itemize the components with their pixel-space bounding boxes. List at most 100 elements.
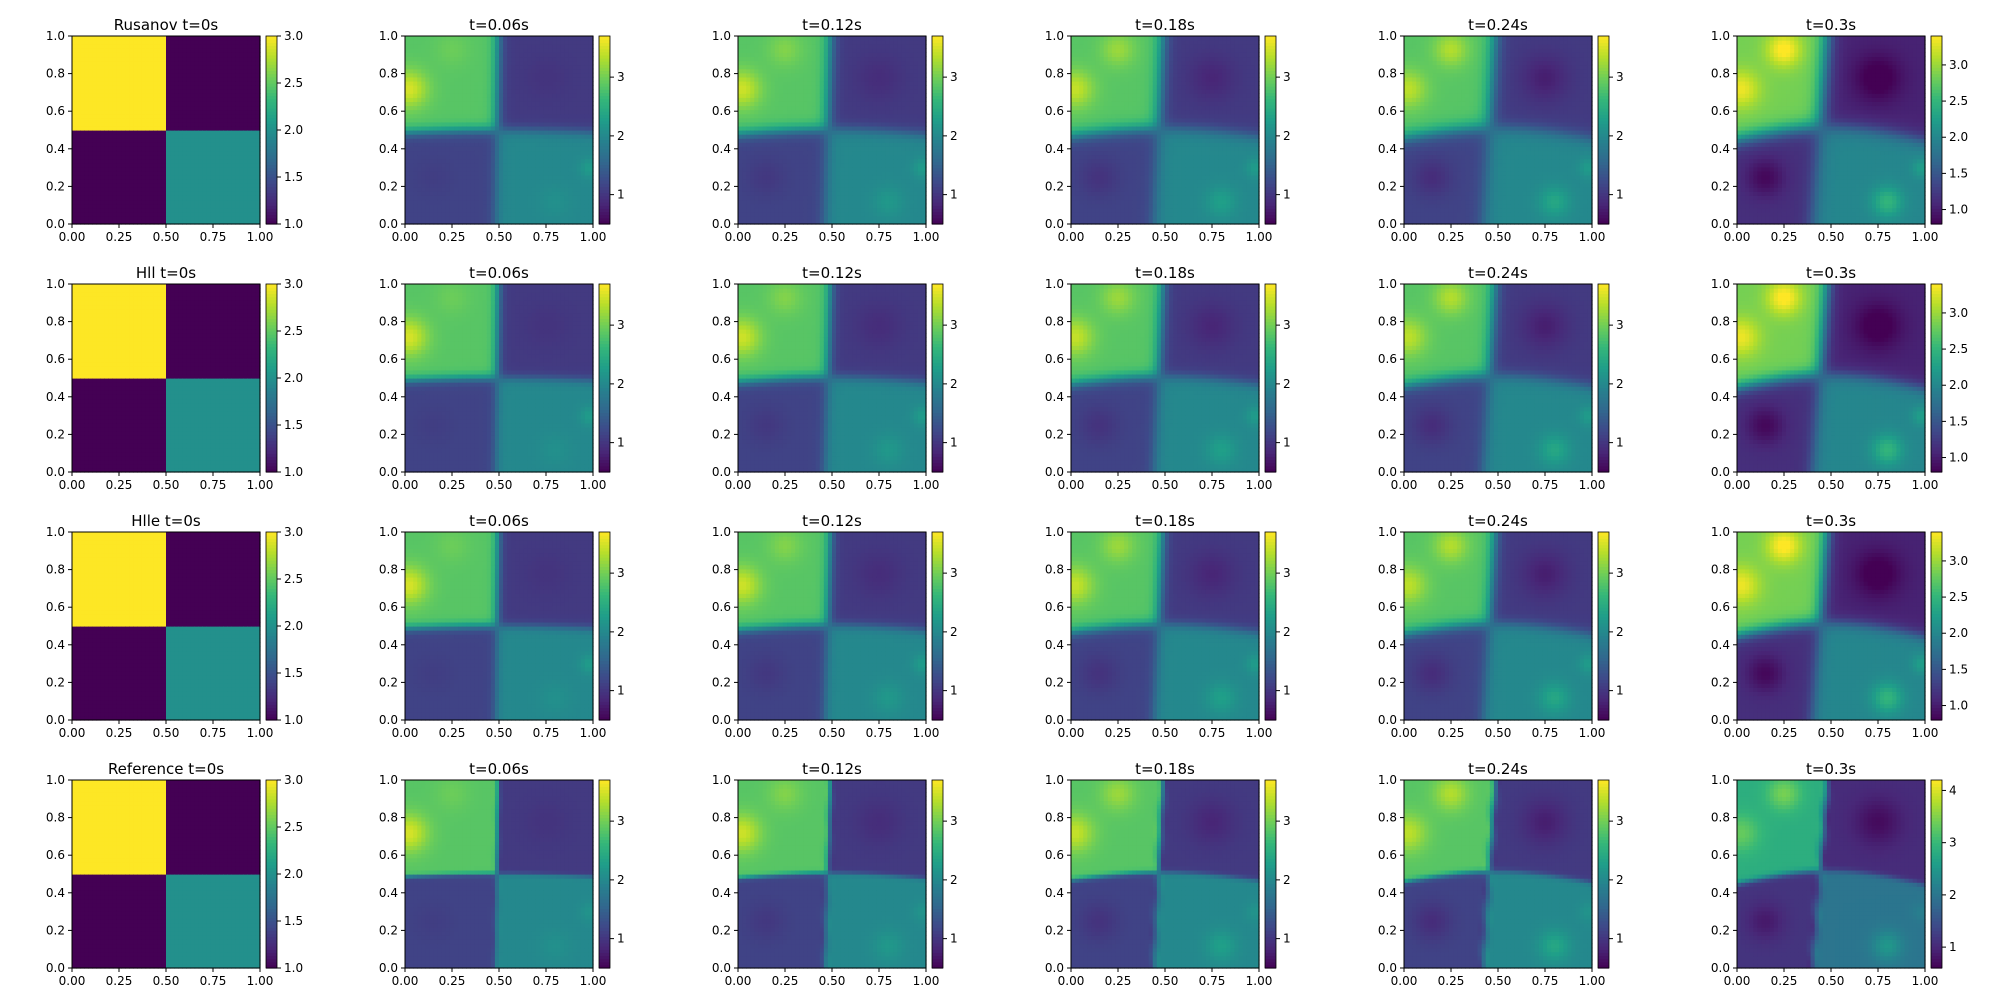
heatmap-cell — [421, 142, 426, 147]
heatmap-cell — [450, 36, 455, 41]
heatmap-cell — [158, 191, 163, 196]
heatmap-cell — [425, 77, 430, 82]
heatmap-cell — [470, 126, 475, 131]
heatmap-cell — [466, 175, 471, 180]
heatmap-cell — [203, 216, 208, 221]
heatmap-cell — [101, 171, 106, 176]
heatmap-cell — [438, 204, 443, 209]
heatmap-cell — [425, 163, 430, 168]
heatmap-cell — [199, 167, 204, 172]
heatmap-cell — [442, 40, 447, 45]
heatmap-cell — [495, 155, 500, 160]
heatmap-cell — [483, 77, 488, 82]
heatmap-cell — [215, 155, 220, 160]
heatmap-cell — [76, 44, 81, 49]
heatmap-cell — [438, 183, 443, 188]
heatmap-cell — [240, 216, 245, 221]
heatmap-cell — [92, 142, 97, 147]
heatmap-cell — [133, 134, 138, 139]
heatmap-cell — [150, 52, 155, 57]
heatmap-cell — [223, 110, 228, 115]
heatmap-cell — [105, 56, 110, 61]
heatmap-cell — [129, 101, 134, 106]
heatmap-cell — [421, 97, 426, 102]
heatmap-cell — [244, 89, 249, 94]
heatmap-cell — [117, 105, 122, 110]
heatmap-cell — [252, 212, 257, 217]
heatmap-cell — [101, 179, 106, 184]
heatmap-cell — [442, 134, 447, 139]
heatmap-cell — [97, 216, 102, 221]
heatmap-cell — [191, 44, 196, 49]
heatmap-cell — [117, 36, 122, 41]
heatmap-cell — [231, 56, 236, 61]
heatmap-cell — [479, 179, 484, 184]
heatmap-cell — [458, 171, 463, 176]
heatmap-cell — [97, 40, 102, 45]
heatmap-cell — [240, 114, 245, 119]
heatmap-cell — [137, 199, 142, 204]
heatmap-cell — [141, 101, 146, 106]
heatmap-cell — [113, 142, 118, 147]
heatmap-cell — [92, 101, 97, 106]
heatmap-cell — [166, 138, 171, 143]
heatmap-cell — [409, 195, 414, 200]
heatmap-cell — [170, 101, 175, 106]
heatmap-cell — [125, 191, 130, 196]
heatmap-cell — [133, 65, 138, 70]
heatmap-cell — [146, 85, 151, 90]
heatmap-cell — [158, 65, 163, 70]
heatmap-cell — [191, 150, 196, 155]
heatmap-cell — [170, 187, 175, 192]
heatmap-cell — [150, 89, 155, 94]
heatmap-cell — [425, 171, 430, 176]
heatmap-cell — [252, 48, 257, 53]
heatmap-cell — [101, 175, 106, 180]
heatmap-cell — [125, 187, 130, 192]
heatmap-cell — [105, 208, 110, 213]
heatmap-cell — [109, 114, 114, 119]
heatmap-cell — [182, 130, 187, 135]
heatmap-cell — [137, 195, 142, 200]
heatmap-cell — [409, 93, 414, 98]
heatmap-cell — [442, 77, 447, 82]
heatmap-cell — [125, 36, 130, 41]
heatmap-cell — [438, 97, 443, 102]
heatmap-cell — [80, 159, 85, 164]
heatmap-cell — [141, 89, 146, 94]
heatmap-cell — [483, 105, 488, 110]
heatmap-cell — [170, 208, 175, 213]
heatmap-cell — [191, 163, 196, 168]
heatmap-cell — [133, 142, 138, 147]
heatmap-cell — [154, 65, 159, 70]
heatmap-cell — [92, 126, 97, 131]
heatmap-cell — [430, 36, 435, 41]
heatmap-cell — [458, 199, 463, 204]
heatmap-cell — [141, 44, 146, 49]
heatmap-cell — [215, 52, 220, 57]
heatmap-cell — [479, 199, 484, 204]
heatmap-cell — [88, 97, 93, 102]
heatmap-cell — [162, 134, 167, 139]
heatmap-cell — [446, 171, 451, 176]
heatmap-cell — [474, 65, 479, 70]
heatmap-cell — [462, 73, 467, 78]
heatmap-cell — [417, 69, 422, 74]
heatmap-cell — [150, 183, 155, 188]
heatmap-cell — [92, 65, 97, 70]
heatmap-cell — [430, 118, 435, 123]
heatmap-cell — [458, 195, 463, 200]
heatmap-cell — [227, 40, 232, 45]
heatmap-cell — [434, 85, 439, 90]
heatmap-cell — [88, 191, 93, 196]
heatmap-cell — [244, 73, 249, 78]
heatmap-cell — [240, 195, 245, 200]
heatmap-cell — [438, 48, 443, 53]
heatmap-cell — [479, 114, 484, 119]
heatmap-cell — [252, 183, 257, 188]
heatmap-cell — [409, 142, 414, 147]
heatmap-cell — [421, 77, 426, 82]
heatmap-cell — [191, 81, 196, 86]
heatmap-cell — [409, 48, 414, 53]
